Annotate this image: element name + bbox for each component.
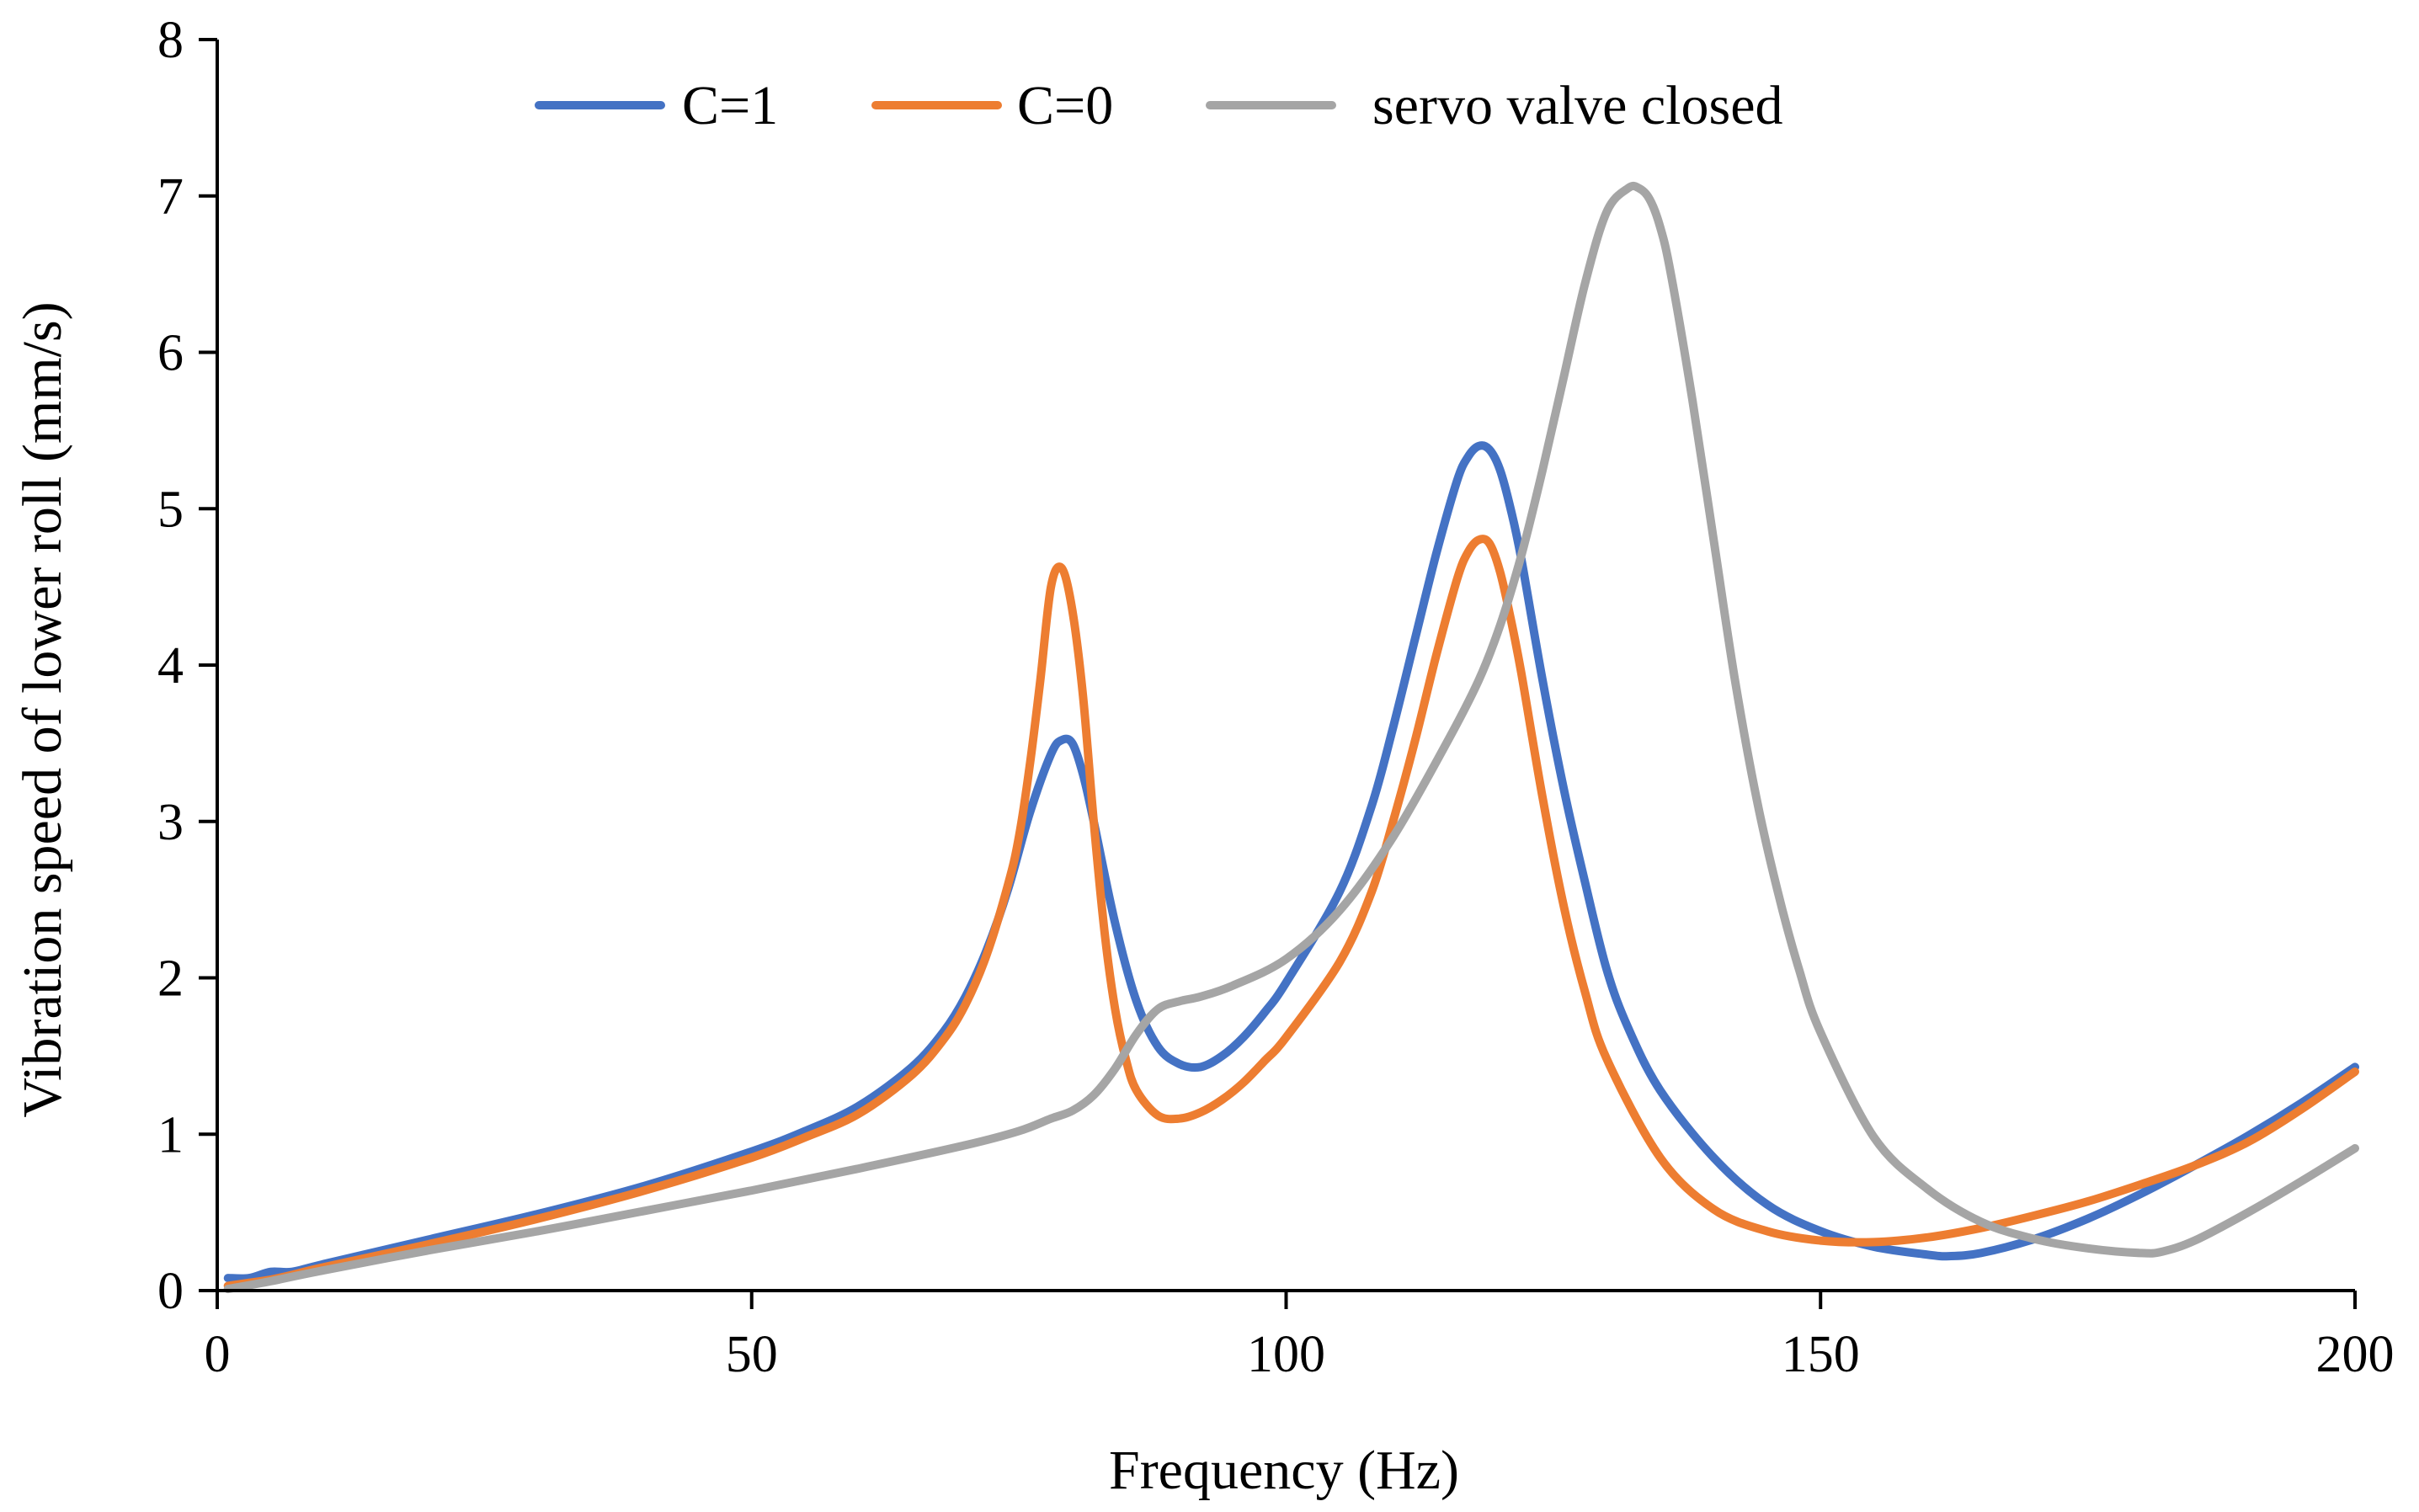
x-tick-label-3: 150	[1782, 1326, 1860, 1383]
series-line-c-0	[223, 535, 2359, 1291]
series-line-servo-valve-closed	[223, 181, 2359, 1294]
y-ticks: 0 1 2 3 4 5 6 7 8	[157, 12, 217, 1320]
x-tick-label-0: 0	[205, 1326, 231, 1383]
x-tick-label-2: 100	[1247, 1326, 1325, 1383]
y-tick-label-1: 1	[157, 1106, 184, 1163]
x-tick-label-4: 200	[2316, 1326, 2395, 1383]
y-tick-label-4: 4	[157, 637, 184, 695]
legend-label-servo-valve-closed: servo valve closed	[1372, 75, 1783, 136]
plot-area: 0 1 2 3 4 5 6 7 8 0 50 100 150 200	[157, 12, 2395, 1383]
y-tick-label-5: 5	[157, 481, 184, 538]
legend-label-c-0: C=0	[1017, 75, 1113, 136]
y-tick-label-2: 2	[157, 950, 184, 1008]
y-tick-label-6: 6	[157, 325, 184, 382]
x-ticks: 0 50 100 150 200	[205, 1291, 2395, 1383]
y-tick-label-8: 8	[157, 12, 184, 69]
x-tick-label-1: 50	[726, 1326, 778, 1383]
y-axis-title: Vibration speed of lower roll (mm/s)	[12, 301, 73, 1117]
y-tick-label-0: 0	[157, 1263, 184, 1320]
y-tick-label-7: 7	[157, 168, 184, 226]
x-axis-title: Frequency (Hz)	[1109, 1440, 1459, 1501]
series-layer	[223, 181, 2359, 1294]
legend-label-c-1: C=1	[682, 75, 778, 136]
series-line-c-1	[223, 441, 2359, 1283]
legend: C=1 C=0 servo valve closed	[535, 75, 1783, 136]
y-tick-label-3: 3	[157, 794, 184, 851]
